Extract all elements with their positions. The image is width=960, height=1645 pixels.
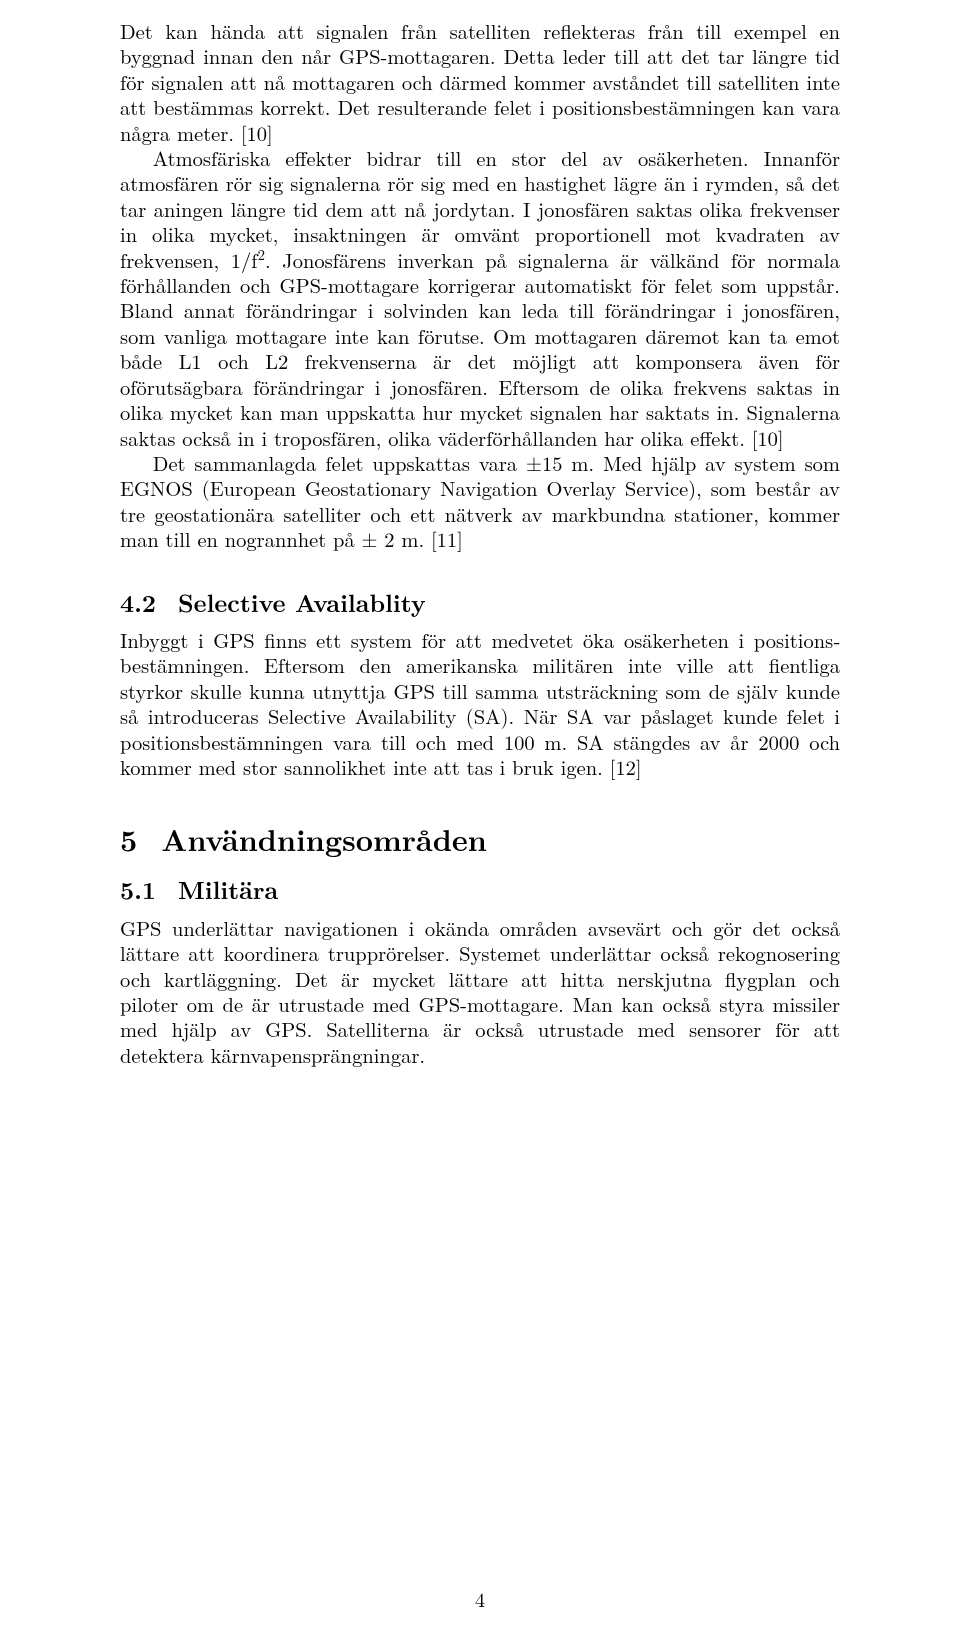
section-number: 5 xyxy=(120,821,137,857)
subsection-number: 4.2 xyxy=(120,588,156,617)
body-paragraph: Inbyggt i GPS finns ett system för att m… xyxy=(120,627,840,779)
subsection-heading-4-2: 4.2 Selective Availablity xyxy=(120,588,840,617)
subsection-number: 5.1 xyxy=(120,875,156,904)
body-paragraph: Atmosfäriska effekter bidrar till en sto… xyxy=(120,145,840,450)
body-paragraph: GPS underlättar navigationen i okända om… xyxy=(120,915,840,1067)
superscript: 2 xyxy=(258,244,265,265)
subsection-title: Selective Availablity xyxy=(178,585,426,620)
paragraph-text-run: . Jonosfärens inverkan på signalerna är … xyxy=(120,245,840,452)
section-heading-5: 5Användningsområden xyxy=(120,821,840,857)
subsection-title: Militära xyxy=(178,872,278,907)
subsection-heading-5-1: 5.1 Militära xyxy=(120,875,840,904)
page-number: 4 xyxy=(0,1584,960,1613)
body-paragraph: Det sammanlagda felet uppskattas vara ±1… xyxy=(120,450,840,552)
document-page: Det kan hända att signalen från satellit… xyxy=(0,0,960,1645)
section-title: Användningsområden xyxy=(161,817,487,860)
body-paragraph: Det kan hända att signalen från satellit… xyxy=(120,18,840,145)
